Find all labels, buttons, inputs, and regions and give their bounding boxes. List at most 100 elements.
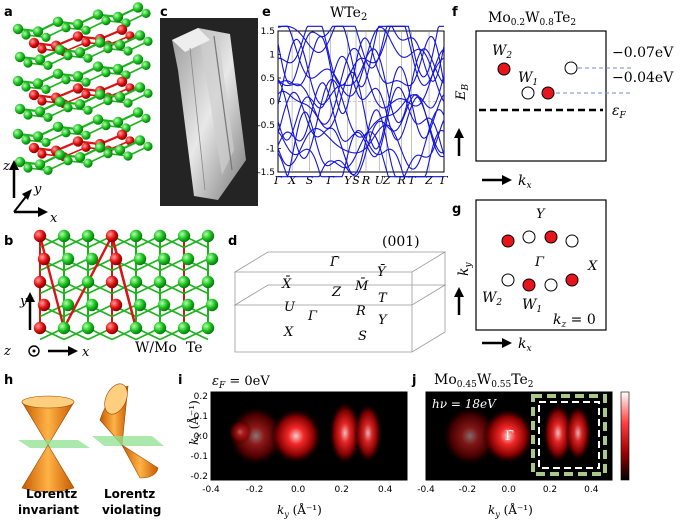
point-s: S	[358, 329, 367, 344]
crystal-structure-layers	[12, 2, 153, 175]
te-atom	[101, 121, 111, 131]
te-atom	[43, 165, 53, 175]
te-atom	[81, 130, 91, 140]
ytick-e: 0	[269, 98, 275, 108]
band-line	[277, 66, 445, 150]
te-atom	[129, 229, 143, 243]
ytick-e: 1.5	[261, 27, 275, 37]
te-atom	[34, 54, 46, 65]
te-atom	[85, 252, 99, 266]
te-atom	[81, 25, 91, 35]
w-atom	[109, 298, 123, 312]
axis-x-b: x	[82, 345, 90, 360]
te-atom	[41, 84, 51, 94]
label-kz-zero: kz = 0	[553, 312, 596, 330]
gamma-bar-j: Γ̄	[505, 429, 514, 444]
te-atom	[177, 275, 191, 289]
te-atom	[63, 51, 73, 61]
band-line	[277, 55, 445, 141]
panel-b: b y z x W/Mo Te	[3, 229, 219, 360]
xtick-label: 0.0	[502, 485, 517, 495]
xtick-label: -0.4	[417, 485, 435, 495]
label-gamma-g: Γ	[534, 255, 545, 270]
axes-b: y z x W/Mo Te	[3, 292, 203, 360]
xtick-e: Γ	[273, 174, 282, 187]
w-atom	[37, 252, 51, 266]
brillouin-zone	[233, 251, 447, 353]
w-atom	[28, 89, 40, 101]
ytick-label: 0.0	[194, 432, 209, 442]
fermi-label: εF	[612, 103, 627, 121]
w-atom	[37, 44, 47, 54]
te-atom	[134, 30, 146, 41]
te-atom	[61, 252, 75, 266]
point-z: Z	[331, 285, 342, 300]
panel-e: e WTe2 1.510.50-0.5-1-1.5Γ X S Γ Y S R U Z R T Z Γ	[257, 5, 448, 187]
surface-label: (001)	[382, 234, 420, 250]
te-atom	[177, 229, 191, 243]
te-atom	[123, 98, 133, 108]
axis-kx-g: kx	[518, 336, 532, 354]
ytick-e: -1	[266, 145, 275, 155]
ytick-e: 1	[269, 51, 275, 61]
te-atom	[134, 135, 146, 146]
te-atom	[63, 103, 73, 113]
te-atom	[14, 51, 26, 63]
axis-eb: EB	[454, 84, 471, 102]
label-w2-g: W2	[482, 290, 502, 308]
axis-y-a: y	[33, 182, 42, 197]
w-atom	[37, 149, 47, 159]
te-atom	[94, 37, 106, 48]
panel-label-f: f	[452, 5, 458, 20]
weyl-point-w1-red	[541, 86, 555, 100]
band-line	[278, 25, 445, 102]
panel-label-i: i	[178, 373, 182, 388]
w-atom	[72, 83, 84, 94]
te-atom	[57, 275, 71, 289]
te-atom	[74, 47, 86, 58]
bond	[63, 304, 89, 318]
bond	[87, 304, 113, 318]
axis-x-a: x	[50, 211, 58, 226]
xtick-label: 0.2	[543, 485, 557, 495]
bond	[111, 258, 137, 272]
xlabel-j: ky (Å⁻¹)	[488, 502, 533, 519]
point-t: T	[378, 291, 388, 306]
panel-c: c	[160, 5, 258, 206]
weyl-point-w2-red	[497, 62, 511, 76]
te-atom	[181, 252, 195, 266]
band-line	[277, 91, 445, 177]
te-atom	[153, 275, 167, 289]
xtick-e: Z	[424, 174, 433, 187]
axis-z-a: z	[2, 159, 10, 174]
w-atom	[28, 37, 40, 49]
frame-g	[475, 199, 607, 331]
ytick-label: -0.2	[190, 472, 208, 482]
xtick-e: Z	[382, 174, 391, 187]
te-atom	[153, 229, 167, 243]
te-atom	[114, 91, 126, 103]
ytick-label: 0.1	[194, 412, 208, 422]
bond	[183, 258, 209, 272]
w-atom	[72, 31, 84, 42]
panel-a: a z y x	[2, 2, 153, 226]
te-atom	[83, 53, 93, 63]
te-atom	[52, 16, 64, 27]
xtick-e: T	[408, 174, 417, 187]
xtick-label: 0.4	[378, 485, 393, 495]
w-atom	[37, 298, 51, 312]
te-atom	[114, 39, 126, 51]
xtick-e: R	[361, 174, 370, 187]
annotation-photon-energy: hν = 18eV	[432, 397, 497, 411]
xtick-label: -0.2	[246, 485, 264, 495]
te-atom	[61, 128, 71, 138]
xtick-label: -0.4	[202, 485, 220, 495]
te-atom	[94, 142, 106, 153]
te-atom	[101, 16, 111, 26]
bond	[135, 304, 161, 318]
w-atom	[116, 24, 128, 35]
band-line	[277, 129, 445, 178]
w-atom	[105, 321, 119, 335]
te-atom	[114, 144, 126, 156]
te-atom	[92, 114, 104, 125]
